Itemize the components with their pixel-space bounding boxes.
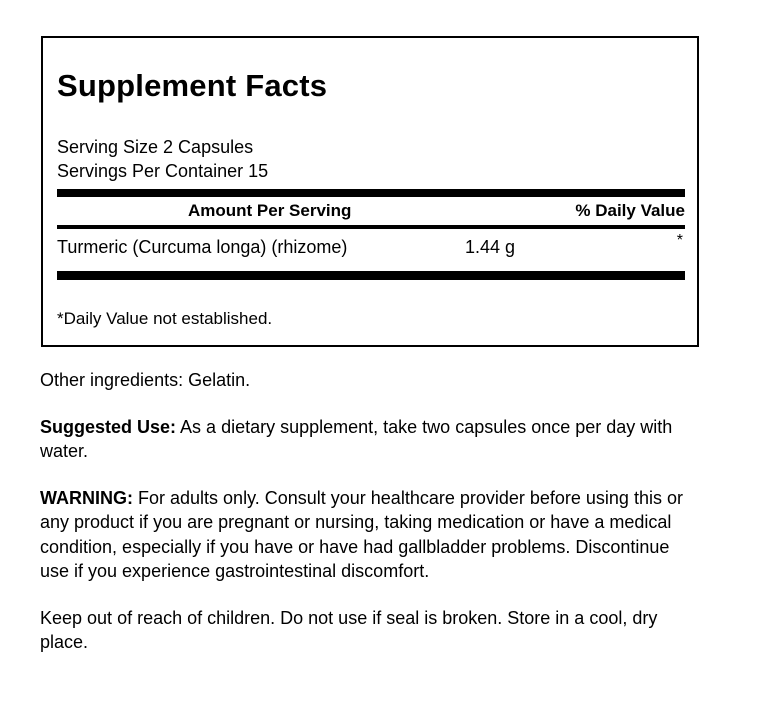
suggested-use-paragraph: Suggested Use: As a dietary supplement, … bbox=[40, 415, 690, 464]
amount-per-serving-header: Amount Per Serving bbox=[188, 201, 352, 220]
serving-info-block: Serving Size 2 Capsules Servings Per Con… bbox=[57, 135, 685, 183]
ingredient-row: Turmeric (Curcuma longa) (rhizome) 1.44 … bbox=[57, 229, 685, 265]
other-ingredients-paragraph: Other ingredients: Gelatin. bbox=[40, 368, 690, 393]
table-header-row: Amount Per Serving % Daily Value bbox=[57, 197, 685, 225]
other-ingredients-text: Other ingredients: Gelatin. bbox=[40, 370, 251, 390]
suggested-use-text: As a dietary supplement, take two capsul… bbox=[40, 416, 673, 462]
ingredient-name: Turmeric (Curcuma longa) (rhizome) bbox=[57, 237, 348, 257]
warning-paragraph: WARNING: For adults only. Consult your h… bbox=[40, 486, 690, 584]
storage-text: Keep out of reach of children. Do not us… bbox=[40, 607, 658, 653]
percent-daily-value-header: % Daily Value bbox=[575, 201, 685, 220]
supplement-facts-panel: Supplement Facts Serving Size 2 Capsules… bbox=[41, 36, 699, 347]
divider-medium bbox=[57, 225, 685, 229]
warning-label: WARNING: bbox=[40, 487, 133, 508]
storage-paragraph: Keep out of reach of children. Do not us… bbox=[40, 606, 690, 655]
serving-size-line: Serving Size 2 Capsules bbox=[57, 137, 254, 157]
supplement-facts-title: Supplement Facts bbox=[57, 68, 328, 103]
divider-thick-top bbox=[57, 189, 685, 197]
ingredient-amount: 1.44 g bbox=[465, 237, 516, 257]
label-copy: Other ingredients: Gelatin. Suggested Us… bbox=[40, 368, 690, 677]
warning-text: For adults only. Consult your healthcare… bbox=[40, 487, 683, 582]
servings-per-container-line: Servings Per Container 15 bbox=[57, 161, 269, 181]
divider-thick-bottom bbox=[57, 271, 685, 280]
daily-value-footnote: *Daily Value not established. bbox=[57, 309, 273, 328]
ingredient-daily-value: * bbox=[676, 232, 683, 249]
suggested-use-label: Suggested Use: bbox=[40, 416, 177, 437]
